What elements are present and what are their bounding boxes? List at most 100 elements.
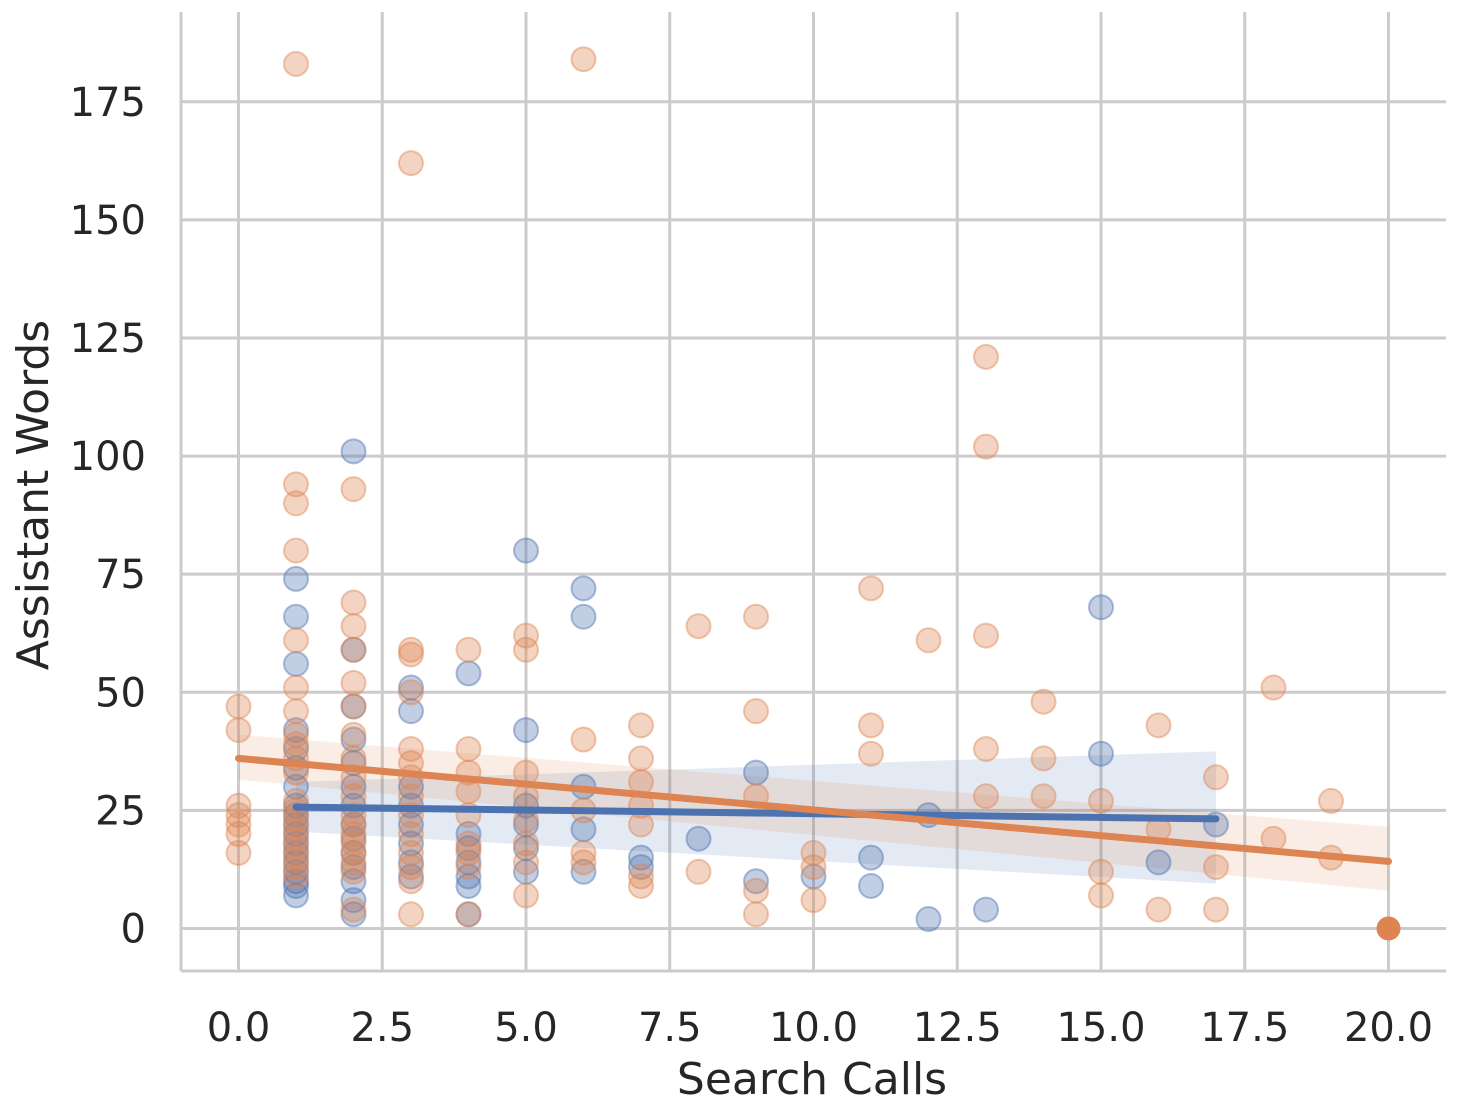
scatter-point bbox=[1030, 688, 1057, 715]
x-tick-label: 12.5 bbox=[913, 1005, 1002, 1051]
axes bbox=[179, 12, 1446, 973]
scatter-point bbox=[455, 821, 482, 847]
scatter-point bbox=[340, 721, 367, 748]
scatter-point bbox=[283, 717, 309, 744]
scatter-point bbox=[1260, 674, 1287, 701]
scatter-point bbox=[513, 835, 539, 862]
x-tick-label: 0.0 bbox=[207, 1005, 271, 1051]
scatter-point bbox=[455, 863, 482, 890]
scatter-point bbox=[1030, 783, 1057, 810]
scatter-point bbox=[225, 717, 252, 744]
scatter-point bbox=[628, 863, 654, 890]
scatter-point bbox=[283, 882, 309, 909]
scatter-point bbox=[340, 839, 367, 866]
scatter-point bbox=[225, 811, 252, 838]
scatter-point bbox=[513, 537, 539, 564]
scatter-point bbox=[513, 882, 539, 909]
scatter-point bbox=[225, 821, 252, 847]
scatter-point bbox=[455, 901, 482, 928]
scatter-point bbox=[340, 901, 367, 928]
scatter-point bbox=[283, 50, 309, 77]
scatter-point bbox=[973, 622, 999, 649]
scatter-point bbox=[340, 858, 367, 885]
scatter-point bbox=[283, 816, 309, 843]
regression-line bbox=[235, 754, 1392, 865]
scatter-point bbox=[858, 844, 884, 871]
scatter-point bbox=[283, 854, 309, 881]
regression-lines bbox=[235, 754, 1392, 865]
scatter-point bbox=[685, 858, 712, 885]
scatter-point bbox=[283, 868, 309, 895]
scatter-point bbox=[513, 849, 539, 876]
y-tick-label: 100 bbox=[70, 434, 146, 480]
scatter-point bbox=[340, 825, 367, 852]
scatter-point bbox=[340, 811, 367, 838]
scatter-point bbox=[915, 627, 942, 654]
scatter-point bbox=[513, 622, 539, 649]
scatter-point bbox=[1088, 858, 1114, 885]
scatter-point bbox=[283, 821, 309, 847]
scatter-point bbox=[455, 849, 482, 876]
scatter-point bbox=[398, 868, 424, 895]
scatter-point bbox=[225, 839, 252, 866]
scatter-point bbox=[1376, 916, 1401, 941]
scatter-point bbox=[283, 849, 309, 876]
scatter-point bbox=[455, 636, 482, 663]
scatter-point bbox=[570, 816, 597, 843]
scatter-point bbox=[283, 773, 309, 800]
scatter-point bbox=[283, 698, 309, 725]
y-axis-label: Assistant Words bbox=[8, 320, 59, 670]
scatter-point bbox=[1318, 787, 1344, 814]
scatter-point bbox=[455, 735, 482, 762]
scatter-point bbox=[283, 825, 309, 852]
scatter-point bbox=[685, 613, 712, 640]
x-tick-label: 7.5 bbox=[638, 1005, 702, 1051]
regression-line bbox=[292, 803, 1220, 823]
scatter-point bbox=[225, 792, 252, 819]
scatter-point bbox=[455, 835, 482, 862]
y-tick-label: 75 bbox=[95, 552, 146, 598]
y-tick-label: 50 bbox=[95, 670, 146, 716]
scatter-point bbox=[340, 773, 367, 800]
scatter-point bbox=[398, 674, 424, 701]
x-tick-label: 2.5 bbox=[350, 1005, 414, 1051]
scatter-point bbox=[398, 698, 424, 725]
scatter-point bbox=[858, 872, 884, 899]
scatter-point bbox=[283, 471, 309, 498]
scatter-point bbox=[743, 901, 769, 928]
scatter-point bbox=[398, 641, 424, 668]
scatter-point bbox=[570, 858, 597, 885]
scatter-point bbox=[283, 844, 309, 871]
scatter-point bbox=[283, 721, 309, 748]
scatter-point bbox=[628, 872, 654, 899]
scatter-point bbox=[455, 830, 482, 857]
scatter-point bbox=[340, 887, 367, 914]
scatter-point bbox=[743, 868, 769, 895]
scatter-point bbox=[455, 854, 482, 881]
scatter-point bbox=[283, 858, 309, 885]
scatter-point bbox=[225, 802, 252, 829]
y-tick-label: 0 bbox=[121, 906, 146, 952]
scatter-point bbox=[743, 603, 769, 630]
scatter-point bbox=[283, 835, 309, 862]
scatter-point bbox=[283, 731, 309, 758]
scatter-point bbox=[570, 603, 597, 630]
scatter-point bbox=[283, 650, 309, 677]
scatter-point bbox=[398, 863, 424, 890]
scatter-point bbox=[570, 849, 597, 876]
scatter-point bbox=[628, 712, 654, 739]
scatter-point bbox=[1203, 764, 1229, 791]
y-tick-label: 125 bbox=[70, 316, 146, 362]
scatter-point bbox=[743, 877, 769, 904]
scatter-point bbox=[398, 821, 424, 847]
scatter-point bbox=[283, 537, 309, 564]
scatter-point bbox=[1088, 740, 1114, 767]
scatter-point bbox=[513, 858, 539, 885]
scatter-points bbox=[225, 46, 1401, 941]
scatter-point bbox=[398, 735, 424, 762]
scatter-point bbox=[283, 565, 309, 592]
scatter-point bbox=[283, 830, 309, 857]
scatter-point bbox=[628, 844, 654, 871]
scatter-point bbox=[340, 849, 367, 876]
scatter-point bbox=[283, 490, 309, 517]
